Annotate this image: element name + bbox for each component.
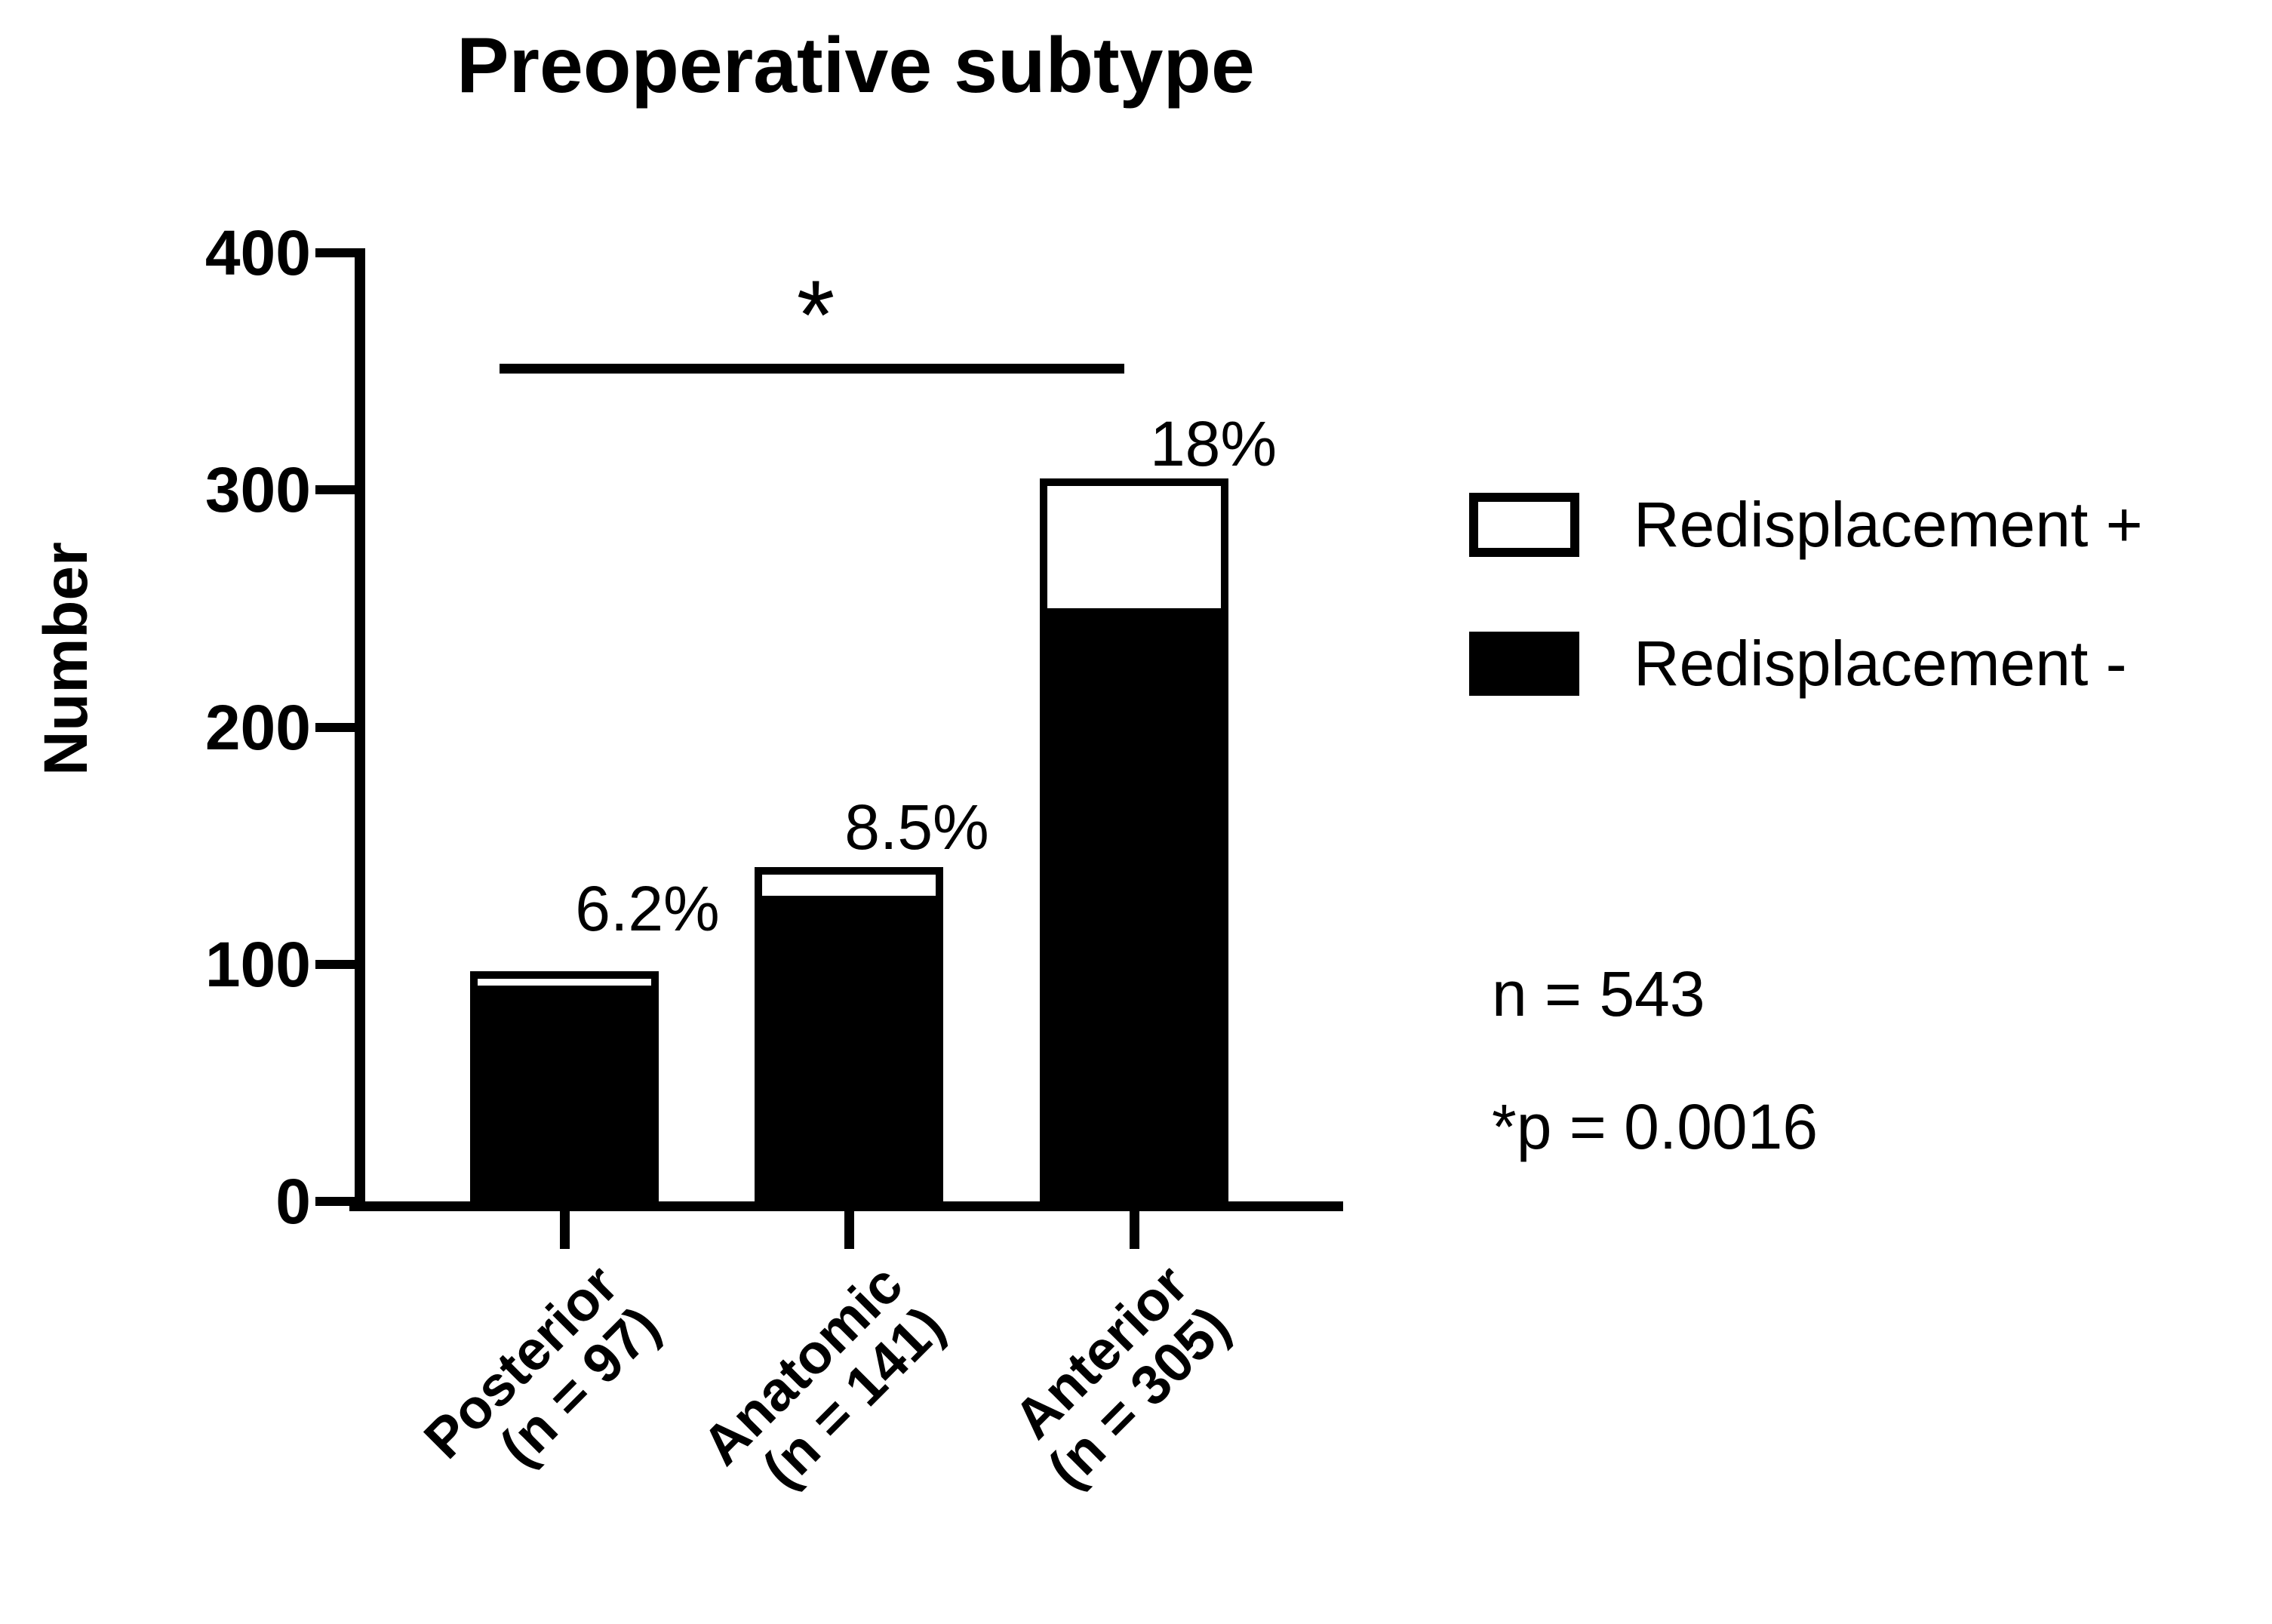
y-tick: [315, 1197, 355, 1206]
n-total-label: n = 543: [1492, 958, 1705, 1029]
percent-label-0: 6.2%: [575, 873, 720, 945]
p-value-label: *p = 0.0016: [1492, 1091, 1819, 1162]
category-label-anterior: Anterior (n = 305): [995, 1253, 1241, 1500]
x-tick: [559, 1211, 570, 1249]
bar-segment-redisplacement-plus-posterior: [478, 979, 651, 986]
y-axis-label-wrap: Number: [0, 542, 202, 776]
y-tick-label: 400: [204, 217, 311, 288]
y-tick-label: 0: [275, 1166, 311, 1237]
chart-title: Preoperative subtype: [457, 22, 1255, 109]
y-tick-label: 100: [204, 928, 311, 1000]
category-label-posterior: Posterior (n = 97): [412, 1253, 672, 1511]
y-tick-label: 200: [204, 691, 311, 763]
y-tick: [315, 248, 355, 257]
significance-line: [500, 364, 1124, 374]
legend-label-redisplacement-minus: Redisplacement -: [1634, 628, 2127, 699]
legend-swatch-redisplacement-minus: [1469, 632, 1579, 696]
y-tick-label: 300: [204, 454, 311, 526]
x-axis-line: [349, 1201, 1343, 1211]
bar-anatomic: [755, 866, 943, 1201]
y-tick: [315, 722, 355, 732]
bar-anterior: [1040, 478, 1228, 1201]
y-tick: [315, 485, 355, 495]
bar-segment-redisplacement-plus-anatomic: [762, 874, 936, 896]
percent-label-2: 18%: [1149, 408, 1277, 479]
y-axis-line: [355, 248, 365, 1211]
bar-posterior: [470, 971, 659, 1201]
percent-label-1: 8.5%: [844, 791, 989, 863]
significance-asterisk: *: [796, 260, 835, 370]
x-tick: [844, 1211, 854, 1249]
legend-label-redisplacement-plus: Redisplacement +: [1634, 489, 2143, 560]
category-label-anatomic: Anatomic (n = 141): [690, 1253, 955, 1518]
x-tick: [1129, 1211, 1139, 1249]
y-tick: [315, 959, 355, 969]
bar-segment-redisplacement-plus-anterior: [1047, 485, 1221, 609]
legend-swatch-redisplacement-plus: [1469, 493, 1579, 557]
